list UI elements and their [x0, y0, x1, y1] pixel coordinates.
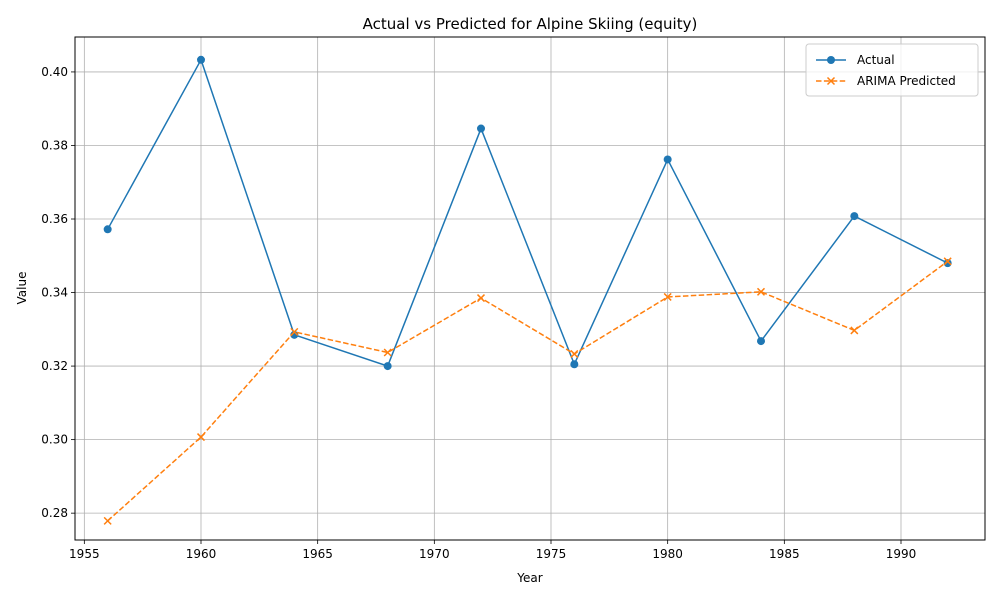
- x-tick-label: 1955: [69, 547, 100, 561]
- y-tick-label: 0.38: [41, 138, 68, 152]
- actual-point: [383, 362, 392, 371]
- arima-predicted-point: [570, 349, 579, 358]
- grid: [75, 37, 985, 540]
- actual-point: [663, 155, 672, 164]
- x-tick-label: 1985: [769, 547, 800, 561]
- legend-actual-marker: [827, 56, 835, 64]
- x-tick-label: 1975: [536, 547, 567, 561]
- actual-point: [477, 124, 485, 133]
- x-tick-label: 1970: [419, 547, 450, 561]
- y-tick-label: 0.40: [41, 65, 68, 79]
- arima-predicted-point: [850, 326, 859, 335]
- arima-predicted-line: [107, 260, 949, 522]
- y-tick-label: 0.32: [41, 359, 68, 373]
- legend-frame: [805, 43, 979, 97]
- x-tick-label: 1990: [886, 547, 917, 561]
- actual-point: [197, 55, 205, 64]
- actual-point: [757, 337, 765, 346]
- y-tick-label: 0.28: [41, 506, 68, 520]
- arima-predicted-point: [103, 516, 112, 525]
- arima-predicted-point: [476, 294, 486, 303]
- arima-predicted-point: [756, 287, 766, 296]
- plot-area-frame: [74, 36, 986, 541]
- legend: Actual ARIMA Predicted: [805, 43, 979, 97]
- actual-point: [103, 225, 112, 234]
- arima-predicted-point: [383, 348, 392, 357]
- arima-predicted-point: [943, 257, 952, 266]
- arima-predicted-point: [290, 327, 299, 336]
- ticks: 1955 1960 1965 1970 1975 1980 1985 1990 0.28 0.30…: [41, 65, 916, 561]
- legend-actual-label: Actual: [857, 53, 895, 67]
- x-tick-label: 1980: [652, 547, 683, 561]
- actual-line: [107, 59, 949, 367]
- arima-predicted-point: [196, 433, 206, 442]
- y-axis-label: Value: [15, 272, 29, 305]
- legend-predicted-marker: [826, 76, 836, 86]
- x-tick-label: 1965: [302, 547, 333, 561]
- y-tick-label: 0.30: [41, 433, 68, 447]
- x-axis-label: Year: [516, 571, 542, 585]
- series-layer: [103, 55, 952, 525]
- actual-point: [850, 212, 859, 221]
- legend-predicted-label: ARIMA Predicted: [857, 74, 956, 88]
- chart-title: Actual vs Predicted for Alpine Skiing (e…: [363, 15, 698, 33]
- actual-point: [570, 360, 579, 369]
- arima-predicted-point: [663, 292, 672, 301]
- y-tick-label: 0.34: [41, 286, 68, 300]
- actual-point: [943, 259, 952, 268]
- y-tick-label: 0.36: [41, 212, 68, 226]
- x-tick-label: 1960: [186, 547, 217, 561]
